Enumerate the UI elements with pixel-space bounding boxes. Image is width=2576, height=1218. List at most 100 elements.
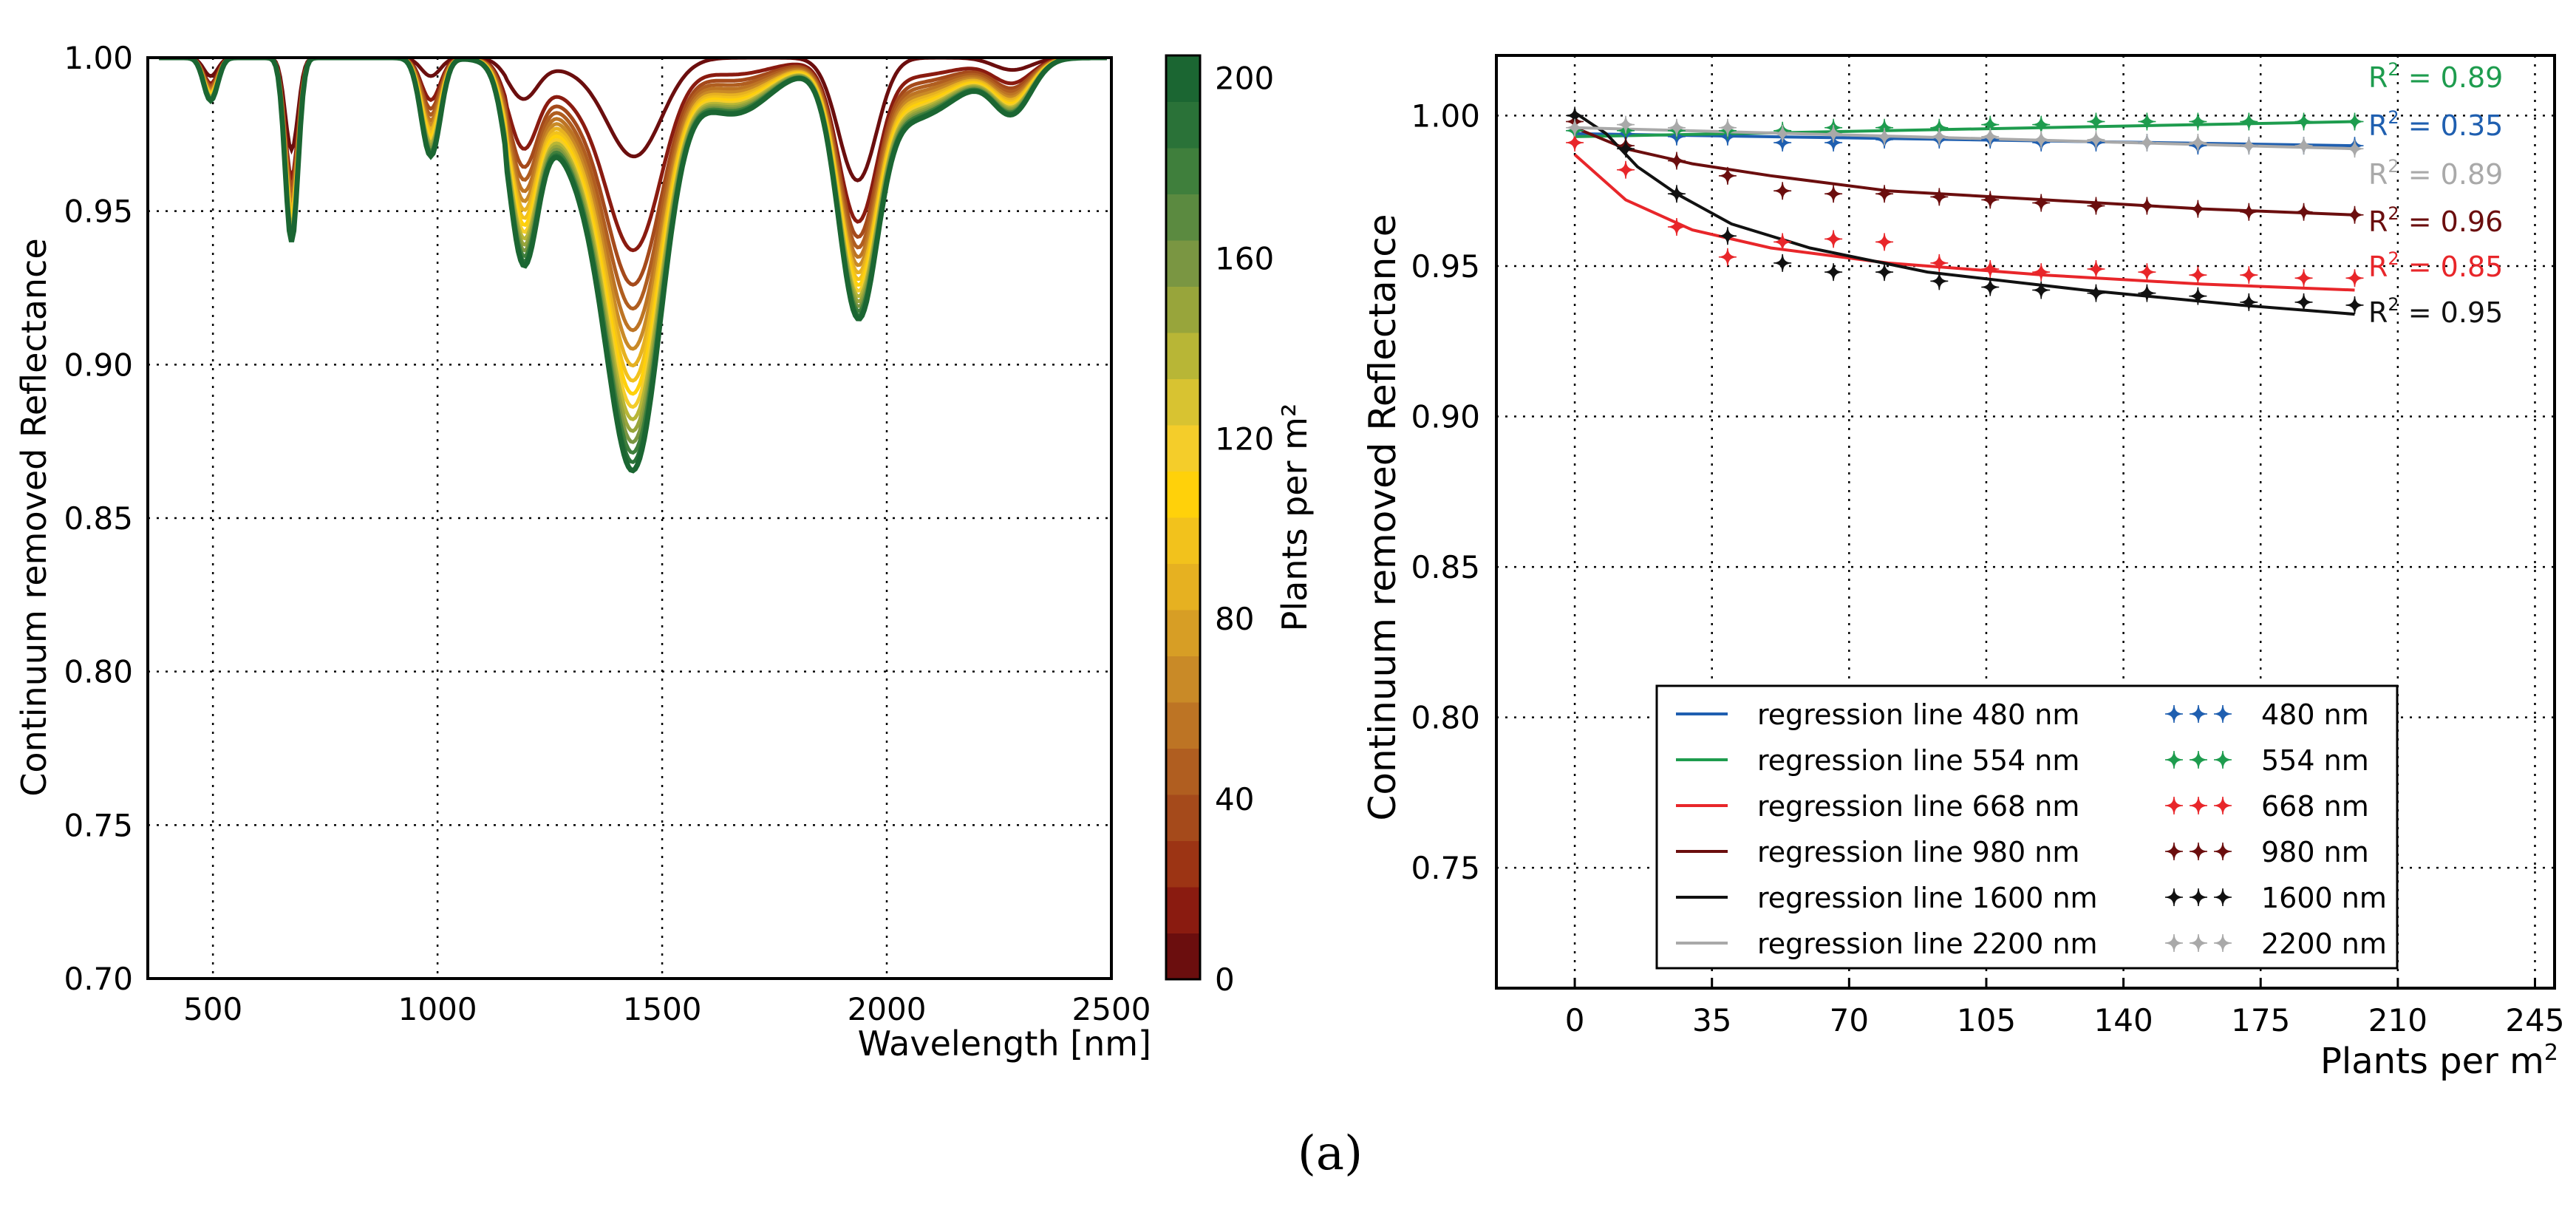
colorbar-tick-label: 40 [1215,781,1254,817]
r2-superscript: 2 [2388,248,2399,269]
point-668-nm [2345,269,2364,288]
point-668-nm [2294,269,2313,288]
legend-series-label: 554 nm [2261,744,2369,777]
legend-regression-label: regression line 668 nm [1757,790,2079,823]
legend-regression-label: regression line 554 nm [1757,744,2079,777]
point-980-nm [2138,197,2156,215]
colorbar-tick-label: 120 [1215,421,1274,457]
regression-line-980-nm [1574,126,2355,217]
legend-regression-label: regression line 480 nm [1757,698,2079,731]
regression-line-480-nm [1575,132,2355,148]
point-1600-nm [2294,293,2313,311]
point-668-nm [2189,266,2207,285]
legend-regression-label: regression line 2200 nm [1757,928,2098,960]
colorbar-segment [1166,656,1200,703]
right-scatter-points [1566,106,2364,314]
right-y-tick-label: 0.95 [1411,248,1480,285]
colorbar-segment [1166,610,1200,656]
point-668-nm [1718,248,1737,266]
point-980-nm [2345,205,2364,224]
legend-regression-label: regression line 1600 nm [1757,882,2098,914]
left-x-tick-label: 1500 [623,991,702,1027]
left-y-tick-label: 0.75 [64,807,133,843]
point-980-nm [1981,191,2000,209]
point-980-nm [1875,185,1894,203]
point-2200-nm [2294,137,2313,155]
colorbar-ticks: 0 40 80 120 160 200 [1215,60,1274,998]
point-1600-nm [2032,281,2051,299]
point-2200-nm [2240,137,2258,155]
legend-marker-1600-nm [2213,888,2232,907]
colorbar-segment [1166,748,1200,795]
point-2200-nm [1718,118,1737,137]
left-x-tick-label: 2500 [1072,991,1151,1027]
r2-superscript: 2 [2388,107,2399,128]
legend-series-label: 2200 nm [2261,928,2387,960]
right-chart: 1.00 0.95 0.90 0.85 0.80 0.75 0 35 70 105 140 175 2… [1361,54,2565,1082]
left-y-tick-label: 0.85 [64,500,133,537]
r2-letter: R [2368,251,2388,283]
point-980-nm [2189,200,2207,218]
legend-series-label: 668 nm [2261,790,2369,823]
point-2200-nm [1616,115,1635,134]
colorbar-tick-label: 160 [1215,240,1274,276]
left-y-ticks: 1.00 0.95 0.90 0.85 0.80 0.75 0.70 [64,40,133,997]
point-2200-nm [1930,127,1949,146]
left-plot-frame [146,56,1113,980]
r2-label: R2 = 0.89 [2368,156,2503,191]
colorbar-segment [1166,933,1200,980]
legend-marker-668-nm [2189,796,2208,815]
r2-value: = 0.85 [2399,251,2504,283]
left-spectra [159,58,1107,474]
point-1600-nm [1718,227,1737,245]
colorbar-segment [1166,702,1200,749]
right-y-ticks: 1.00 0.95 0.90 0.85 0.80 0.75 [1411,98,1480,886]
colorbar-segment [1166,378,1200,426]
point-668-nm [1824,230,1843,248]
right-x-axis-label-sup: 2 [2544,1040,2558,1066]
right-y-tick-label: 0.80 [1411,700,1480,736]
colorbar-segment [1166,840,1200,888]
point-2200-nm [2087,130,2105,149]
r2-letter: R [2368,296,2388,329]
legend-marker-980-nm [2213,842,2232,861]
point-2200-nm [2345,140,2364,158]
colorbar-segment [1166,333,1200,379]
legend-box [1655,684,2399,970]
r2-label: R2 = 0.89 [2368,59,2503,94]
right-x-ticks: 0 35 70 105 140 175 210 245 [1565,1002,2565,1038]
r2-superscript: 2 [2388,203,2399,224]
r2-value: = 0.95 [2399,296,2504,329]
point-1600-nm [2240,293,2258,311]
colorbar-segment [1166,517,1200,564]
point-2200-nm [2138,134,2156,152]
right-y-tick-label: 1.00 [1411,98,1480,134]
r2-superscript: 2 [2388,156,2399,177]
point-668-nm [2240,266,2258,285]
left-y-tick-label: 0.70 [64,961,133,997]
left-x-tick-label: 1000 [398,991,477,1027]
right-x-tick-label: 70 [1830,1002,1869,1038]
colorbar-segment [1166,240,1200,287]
point-2200-nm [1773,124,1792,143]
legend-marker-554-nm [2189,750,2208,769]
legend-marker-2200-nm [2213,933,2232,953]
left-y-tick-label: 0.95 [64,194,133,230]
legend-series-label: 980 nm [2261,836,2369,868]
colorbar-tick-label: 80 [1215,601,1254,637]
legend-marker-554-nm [2213,750,2232,769]
right-y-tick-label: 0.90 [1411,399,1480,435]
point-2200-nm [2189,134,2207,152]
legend-marker-480-nm [2189,704,2208,724]
r2-superscript: 2 [2388,59,2399,80]
legend: regression line 480 nm 480 nm regression l… [1655,684,2399,970]
point-554-nm [2294,112,2313,131]
point-1600-nm [1773,254,1792,272]
legend-regression-label: regression line 980 nm [1757,836,2079,868]
colorbar [1166,55,1200,980]
left-x-axis-label: Wavelength [nm] [858,1024,1151,1064]
point-980-nm [2032,194,2051,212]
colorbar-segment [1166,795,1200,841]
